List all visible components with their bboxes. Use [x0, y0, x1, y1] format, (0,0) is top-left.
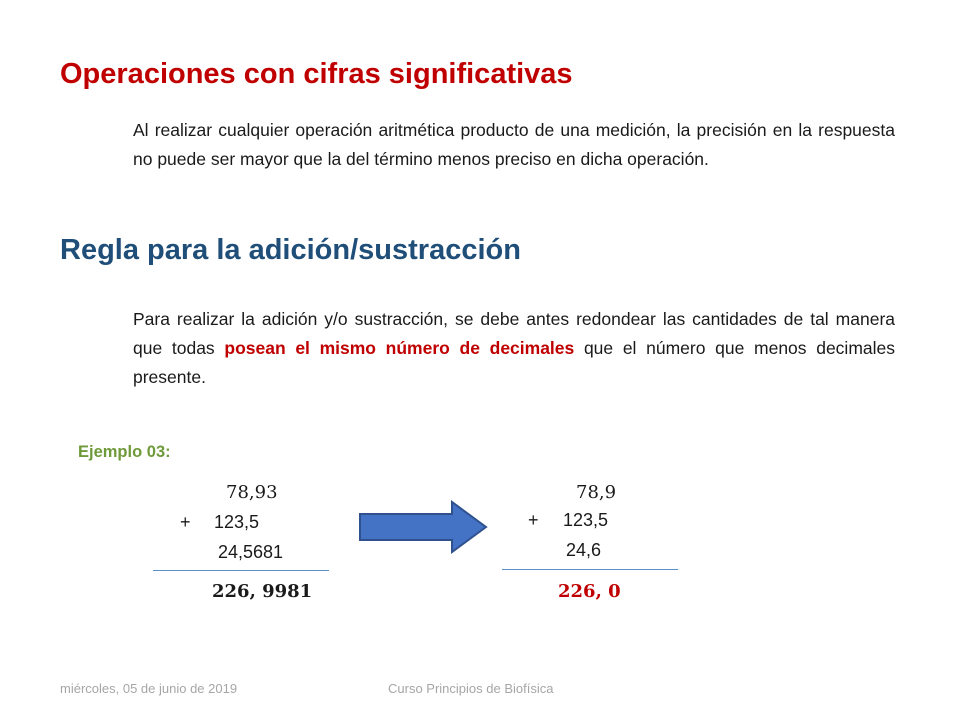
left-sum-line — [153, 570, 329, 571]
right-result: 226, 0 — [558, 581, 621, 602]
left-plus-sign: + — [180, 512, 191, 532]
example-label: Ejemplo 03: — [78, 443, 171, 461]
right-plus-sign: + — [528, 510, 539, 530]
right-value-2: 123,5 — [563, 510, 609, 530]
left-value-1: 78,93 — [226, 482, 278, 503]
rule-text-start: Para realizar la adición y/o sustracción… — [133, 309, 895, 358]
intro-paragraph: Al realizar cualquier operación aritméti… — [133, 120, 895, 169]
rule-heading: Regla para la adición/sustracción — [60, 234, 521, 266]
right-value-3: 24,6 — [566, 540, 602, 560]
footer-course: Curso Principios de Biofísica — [388, 681, 554, 696]
footer-date: miércoles, 05 de junio de 2019 — [60, 681, 238, 696]
right-sum-line — [502, 569, 678, 570]
slide-title: Operaciones con cifras significativas — [60, 58, 573, 90]
left-result: 226, 9981 — [212, 581, 313, 602]
rule-paragraph: Para realizar la adición y/o sustracción… — [133, 305, 895, 392]
left-value-2: 123,5 — [214, 512, 260, 532]
rule-text-highlight: posean el mismo número de decimales — [224, 338, 575, 358]
rule-text-end: que el número que menos decimales presen… — [133, 338, 895, 387]
right-value-1: 78,9 — [576, 482, 617, 503]
right-arrow-icon — [359, 500, 488, 554]
left-value-3: 24,5681 — [218, 542, 284, 562]
